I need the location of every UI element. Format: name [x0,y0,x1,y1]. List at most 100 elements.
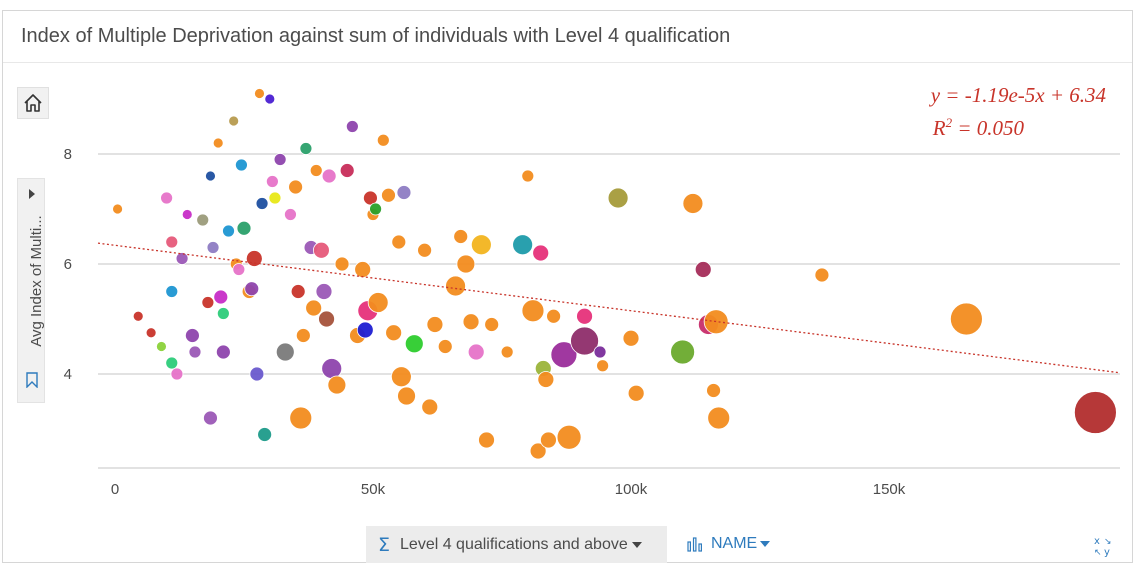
data-point[interactable] [222,224,235,238]
data-point[interactable] [369,202,382,216]
data-point[interactable] [216,307,230,320]
x-field-selector[interactable]: Σ Level 4 qualifications and above [366,526,667,563]
data-point[interactable] [318,310,335,328]
data-point[interactable] [184,328,200,343]
home-button[interactable] [17,87,49,119]
data-point[interactable] [596,359,610,373]
data-point[interactable] [682,193,704,214]
y-field-selector[interactable] [17,178,45,403]
data-point[interactable] [345,120,359,133]
data-point[interactable] [315,283,333,300]
data-point[interactable] [175,252,189,265]
data-point[interactable] [305,299,323,317]
data-point[interactable] [284,208,297,221]
data-point[interactable] [181,209,193,220]
data-point[interactable] [694,261,712,278]
data-point[interactable] [254,88,265,99]
data-point[interactable] [188,345,202,359]
data-point[interactable] [706,383,721,398]
data-point[interactable] [321,358,343,379]
data-point[interactable] [203,410,218,426]
data-point[interactable] [309,164,323,177]
data-point[interactable] [456,254,476,274]
data-point[interactable] [165,235,179,249]
data-point[interactable] [165,356,179,370]
data-point[interactable] [268,191,282,205]
data-point[interactable] [160,191,174,205]
data-point[interactable] [391,234,407,250]
data-point[interactable] [381,187,396,203]
data-point[interactable] [478,431,495,449]
data-point[interactable] [950,302,983,336]
data-point[interactable] [707,406,731,430]
data-point[interactable] [396,185,412,200]
data-point[interactable] [426,316,444,333]
data-point[interactable] [257,427,273,442]
data-point[interactable] [576,307,593,325]
data-point[interactable] [529,442,547,460]
data-point[interactable] [814,267,830,283]
data-point[interactable] [275,342,295,362]
data-point[interactable] [354,261,372,278]
data-point[interactable] [288,179,304,195]
data-point[interactable] [290,284,306,299]
data-point[interactable] [312,241,330,259]
data-point[interactable] [593,345,607,359]
data-point[interactable] [385,324,403,342]
data-point[interactable] [397,386,416,406]
data-point[interactable] [255,197,269,210]
swap-axes-icon[interactable]: x ↘ ↖ y [1092,534,1116,558]
data-point[interactable] [339,163,355,178]
data-point[interactable] [112,203,123,215]
data-point[interactable] [206,241,220,254]
data-point[interactable] [437,339,453,354]
data-point[interactable] [570,326,599,356]
data-point[interactable] [467,343,485,361]
data-point[interactable] [156,341,167,352]
data-point[interactable] [484,317,500,332]
data-point[interactable] [321,168,337,184]
data-point[interactable] [540,431,557,449]
data-point[interactable] [1074,391,1117,434]
data-point[interactable] [532,244,550,262]
data-point[interactable] [512,234,534,256]
data-point[interactable] [537,371,555,388]
data-point[interactable] [170,367,184,381]
data-point[interactable] [453,229,469,244]
data-point[interactable] [236,220,252,236]
data-point[interactable] [376,133,390,147]
data-point[interactable] [607,187,629,209]
data-point[interactable] [289,406,313,430]
data-point[interactable] [165,285,179,298]
data-point[interactable] [363,190,378,206]
data-point[interactable] [470,234,492,256]
data-point[interactable] [249,366,265,382]
data-point[interactable] [556,424,582,450]
data-point[interactable] [265,175,279,188]
data-point[interactable] [132,310,144,322]
data-point[interactable] [145,327,157,339]
data-point[interactable] [521,299,545,323]
data-point[interactable] [295,328,311,343]
data-point[interactable] [273,153,287,166]
data-point[interactable] [232,263,246,276]
data-point[interactable] [205,170,216,182]
data-point[interactable] [334,256,350,272]
data-point[interactable] [390,366,412,388]
data-point[interactable] [196,213,210,227]
data-point[interactable] [235,158,248,172]
data-point[interactable] [356,321,374,339]
data-point[interactable] [201,296,215,309]
data-point[interactable] [703,309,729,335]
data-point[interactable] [264,93,276,105]
data-point[interactable] [215,344,231,360]
data-point[interactable] [327,375,347,395]
data-point[interactable] [622,329,640,347]
data-point[interactable] [404,334,424,354]
data-point[interactable] [670,339,695,365]
data-point[interactable] [521,169,535,183]
data-point[interactable] [417,242,433,258]
data-point[interactable] [367,292,389,313]
data-point[interactable] [212,137,224,149]
